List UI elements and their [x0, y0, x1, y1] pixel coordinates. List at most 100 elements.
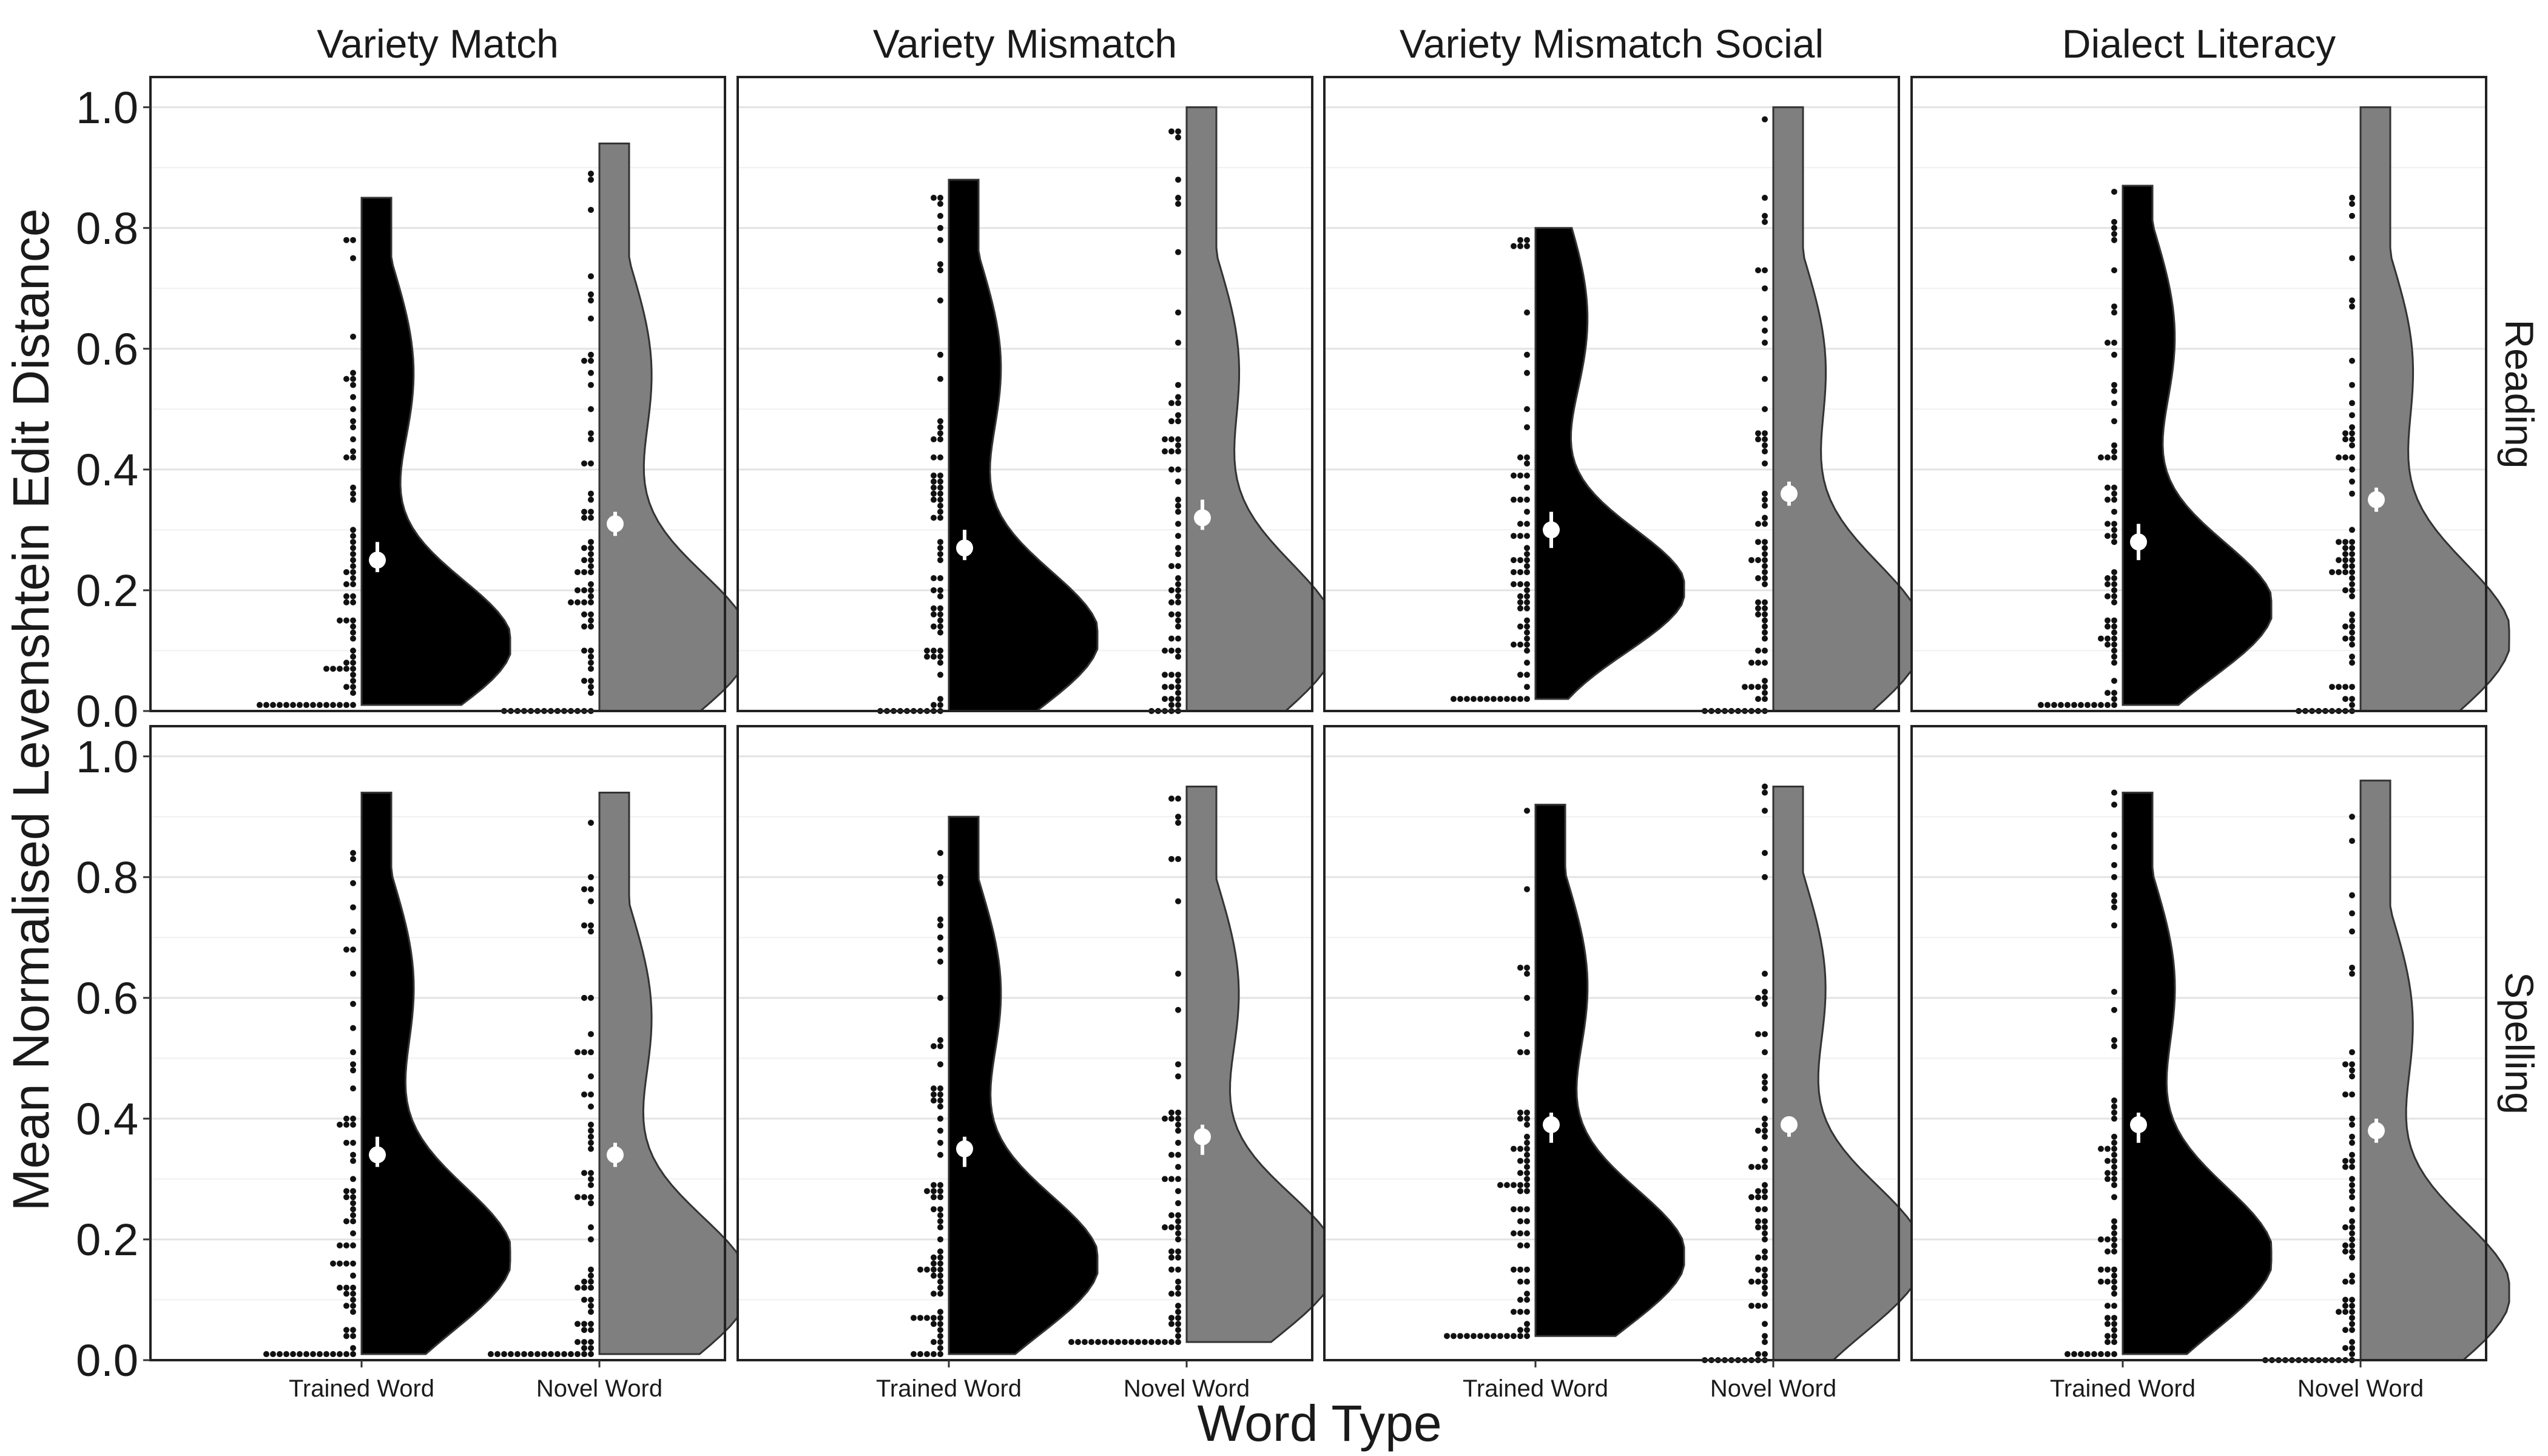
- data-point: [1464, 696, 1470, 703]
- data-point: [1517, 1266, 1523, 1273]
- data-point: [2111, 844, 2117, 851]
- data-point: [2349, 1194, 2355, 1201]
- data-point: [514, 1351, 521, 1358]
- data-point: [1175, 1073, 1181, 1080]
- data-point: [1762, 617, 1768, 624]
- data-point: [1762, 436, 1768, 443]
- data-point: [488, 1351, 494, 1358]
- data-point: [1175, 1315, 1181, 1321]
- data-point: [1762, 1321, 1768, 1327]
- data-point: [343, 1121, 349, 1128]
- data-point: [1175, 1284, 1181, 1291]
- data-point: [343, 1242, 349, 1249]
- data-point: [350, 629, 356, 636]
- data-point: [2349, 629, 2355, 636]
- data-point: [1755, 599, 1761, 605]
- data-point: [1517, 1296, 1523, 1303]
- data-point: [1511, 1230, 1517, 1236]
- data-point: [2111, 617, 2117, 624]
- data-point: [1762, 1133, 1768, 1140]
- data-point: [2111, 569, 2117, 576]
- data-point: [1755, 1164, 1761, 1170]
- data-point: [581, 599, 587, 605]
- data-point: [937, 922, 943, 929]
- data-point: [1755, 684, 1761, 690]
- data-point: [937, 696, 943, 703]
- data-point: [1484, 1333, 1490, 1340]
- data-point: [350, 1345, 356, 1352]
- data-point: [2111, 521, 2117, 527]
- data-point: [1175, 496, 1181, 503]
- data-point: [2111, 1109, 2117, 1116]
- data-point: [1762, 659, 1768, 666]
- data-point: [1511, 1182, 1517, 1188]
- data-point: [2071, 702, 2077, 709]
- data-point: [2349, 1182, 2355, 1188]
- data-point: [1175, 702, 1181, 709]
- data-point: [581, 1284, 587, 1291]
- data-point: [588, 1200, 594, 1207]
- data-point: [1168, 1224, 1175, 1231]
- data-point: [2105, 1236, 2111, 1242]
- data-point: [350, 533, 356, 539]
- data-point: [343, 684, 349, 690]
- data-point: [1511, 581, 1517, 587]
- data-point: [581, 1339, 587, 1346]
- data-point: [1175, 134, 1181, 141]
- data-point: [2349, 1121, 2355, 1128]
- data-point: [1517, 641, 1523, 648]
- data-point: [541, 1351, 547, 1358]
- data-point: [2105, 1278, 2111, 1285]
- data-point: [2349, 442, 2355, 449]
- data-point: [1175, 1061, 1181, 1068]
- data-point: [1075, 1339, 1081, 1346]
- data-point: [588, 1236, 594, 1242]
- data-point: [937, 212, 943, 219]
- data-point: [581, 678, 587, 684]
- data-point: [1175, 1200, 1181, 1207]
- x-tick-label: Novel Word: [536, 1375, 662, 1402]
- data-point: [1517, 1278, 1523, 1285]
- data-point: [937, 672, 943, 678]
- data-point: [350, 1000, 356, 1007]
- data-point: [1524, 1266, 1530, 1273]
- data-point: [1168, 1212, 1175, 1219]
- data-point: [1175, 1212, 1181, 1219]
- data-point: [343, 237, 349, 243]
- data-point: [1162, 696, 1168, 703]
- data-point: [1524, 1327, 1530, 1333]
- data-point: [2342, 430, 2348, 437]
- panel-variety-mismatch-social-spelling: [1323, 725, 1923, 1363]
- data-point: [1511, 1206, 1517, 1213]
- data-point: [1168, 418, 1175, 425]
- data-point: [1748, 557, 1754, 564]
- data-point: [350, 569, 356, 576]
- data-point: [343, 666, 349, 672]
- data-point: [350, 1085, 356, 1092]
- data-point: [1068, 1339, 1074, 1346]
- data-point: [2349, 587, 2355, 593]
- data-point: [931, 1254, 937, 1261]
- data-point: [2349, 593, 2355, 599]
- y-tick-label: 0.0: [76, 686, 138, 736]
- data-point: [2349, 557, 2355, 564]
- data-point: [2111, 1333, 2117, 1340]
- data-point: [1762, 285, 1768, 292]
- data-point: [1168, 672, 1175, 678]
- data-point: [2111, 922, 2117, 929]
- data-point: [1762, 1248, 1768, 1255]
- x-tick-label: Novel Word: [2297, 1375, 2424, 1402]
- data-point: [1517, 1109, 1523, 1116]
- data-point: [2111, 659, 2117, 666]
- data-point: [2105, 1351, 2111, 1358]
- data-point: [937, 1266, 943, 1273]
- data-point: [1517, 472, 1523, 479]
- data-point: [2349, 928, 2355, 935]
- data-point: [2349, 1151, 2355, 1158]
- data-point: [2085, 702, 2091, 709]
- data-point: [2349, 1061, 2355, 1068]
- data-point: [2349, 466, 2355, 473]
- data-point: [290, 702, 296, 709]
- data-point: [2349, 201, 2355, 207]
- data-point: [1762, 490, 1768, 497]
